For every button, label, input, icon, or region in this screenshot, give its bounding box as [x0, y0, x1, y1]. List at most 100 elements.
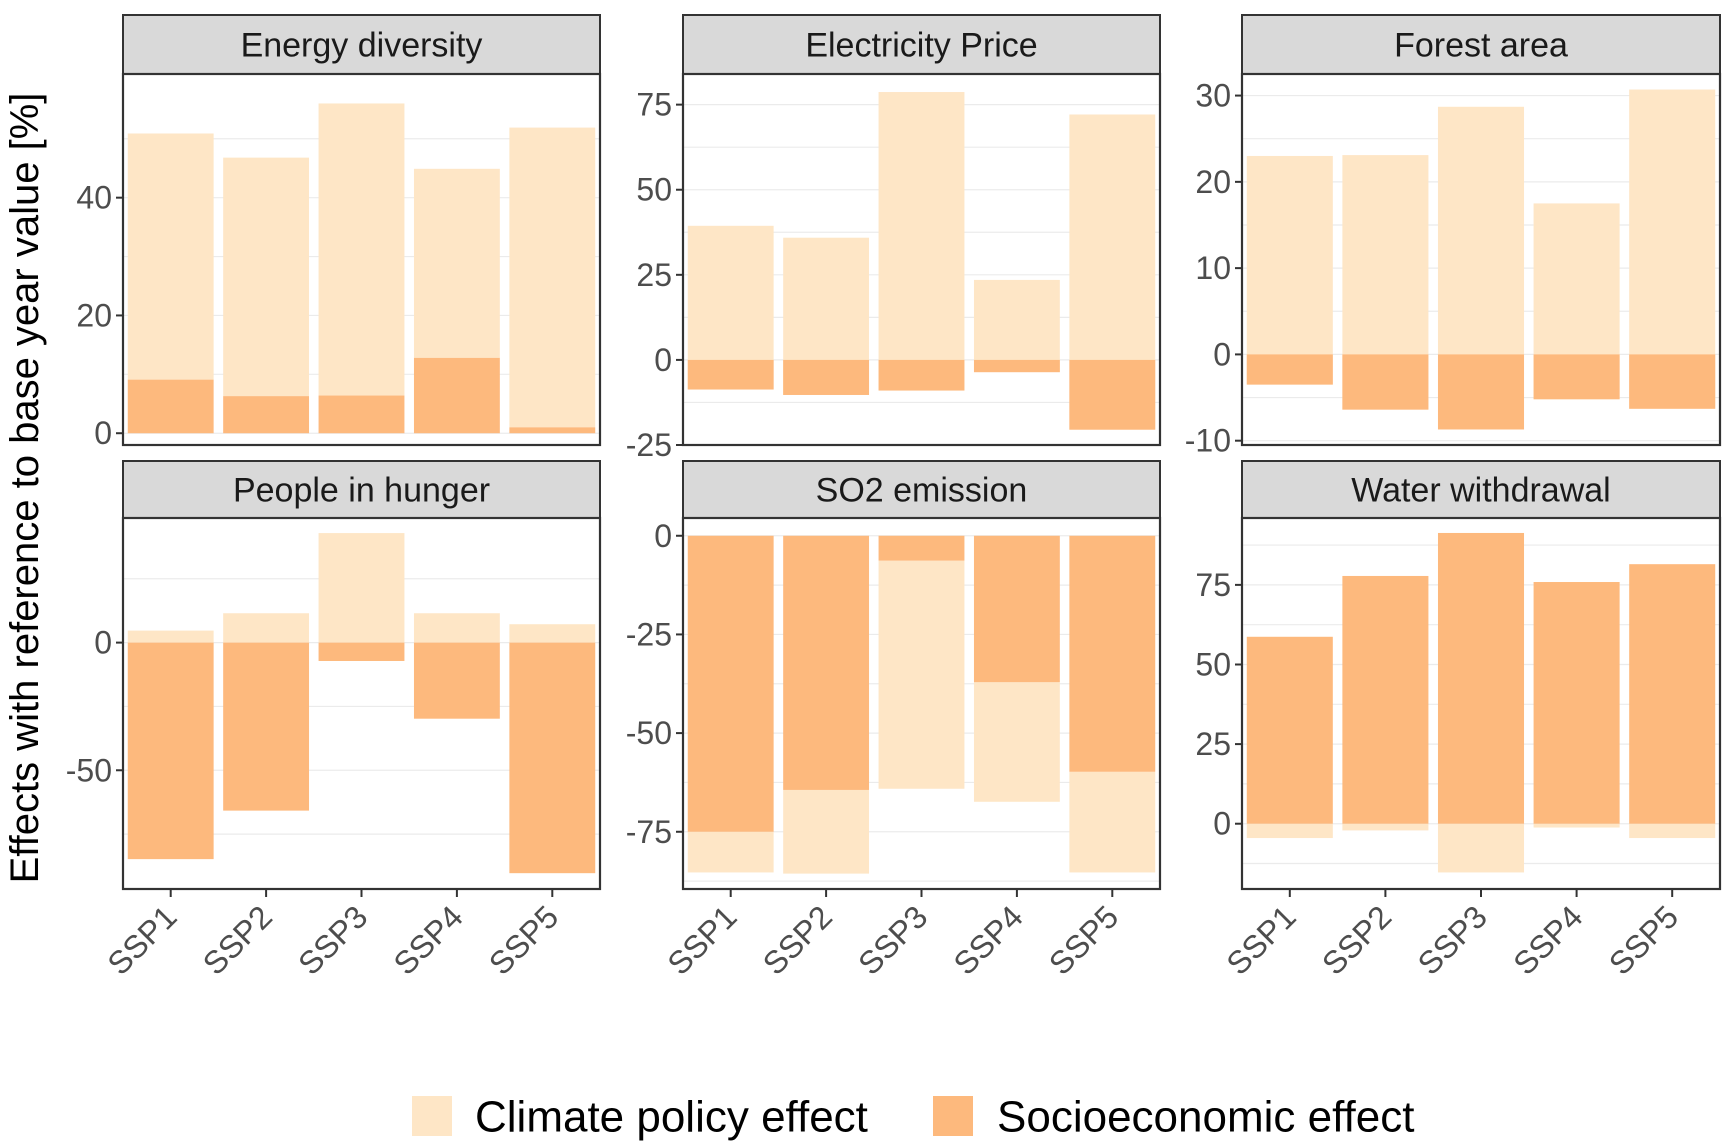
panel-border [681, 516, 1162, 891]
bar-climate-policy-ssp3 [878, 92, 965, 391]
panel-title: People in hunger [233, 472, 490, 510]
y-tick-label: 0 [654, 342, 672, 378]
y-tick-label: 20 [76, 297, 112, 333]
x-tick-label: SSP2 [756, 898, 839, 981]
bar-socioeconomic-ssp4 [1533, 582, 1620, 824]
x-tick-label: SSP1 [100, 898, 183, 981]
y-tick-label: 0 [94, 415, 112, 451]
bar-climate-policy-ssp5 [509, 127, 596, 428]
y-tick-label: -50 [66, 752, 112, 788]
bar-climate-policy-ssp4 [1533, 823, 1620, 828]
bar-climate-policy-ssp3 [1437, 823, 1525, 873]
y-tick-label: 75 [1195, 567, 1231, 603]
x-tick-label: SSP2 [1315, 898, 1398, 981]
x-tick-label: SSP4 [947, 898, 1030, 981]
panel-electricity-price: Electricity Price -25 0 25 50 75 [626, 14, 1162, 463]
panel-energy-diversity: Energy diversity 0 20 40 [76, 14, 602, 451]
bar-climate-policy-ssp4 [413, 168, 500, 358]
panel-border [1240, 72, 1722, 447]
panel-forest-area: Forest area -10 0 10 20 30 [1185, 14, 1722, 459]
bar-climate-policy-ssp1 [127, 630, 214, 643]
bar-climate-policy-ssp5 [509, 624, 596, 643]
x-tick-label: SSP1 [1219, 898, 1302, 981]
bar-socioeconomic-ssp3 [318, 642, 405, 661]
bar-socioeconomic-ssp4 [1533, 354, 1620, 400]
bar-climate-policy-ssp5 [1069, 771, 1156, 873]
panel-title: Electricity Price [805, 27, 1037, 65]
bar-socioeconomic-ssp2 [223, 396, 310, 434]
bar-socioeconomic-ssp1 [687, 535, 774, 832]
bar-climate-policy-ssp2 [223, 613, 310, 643]
panel-title: SO2 emission [816, 472, 1028, 510]
bar-socioeconomic-ssp5 [509, 427, 596, 434]
bar-socioeconomic-ssp3 [1437, 532, 1525, 824]
panel-border [1240, 516, 1722, 891]
y-tick-label: -25 [626, 616, 672, 652]
bar-socioeconomic-ssp5 [1629, 564, 1716, 824]
bar-climate-policy-ssp2 [783, 789, 870, 874]
panel-strip [1241, 14, 1721, 75]
x-tick-label: SSP2 [196, 898, 279, 981]
bar-climate-policy-ssp3 [318, 533, 405, 643]
y-tick-label: 75 [636, 87, 672, 123]
legend: Climate policy effect Socioeconomic effe… [412, 1093, 1414, 1142]
panel-people-in-hunger: People in hunger SSP1 SSP2 SSP3 SSP4 SSP5 -50 0 [66, 460, 602, 982]
bar-climate-policy-ssp1 [1246, 155, 1333, 385]
x-tick-label: SSP5 [1042, 898, 1125, 981]
bar-socioeconomic-ssp3 [878, 535, 965, 561]
bar-socioeconomic-ssp4 [413, 357, 500, 434]
bar-climate-policy-ssp2 [1342, 823, 1429, 831]
bar-socioeconomic-ssp4 [973, 359, 1060, 373]
bar-socioeconomic-ssp2 [783, 359, 870, 395]
y-tick-label: 20 [1195, 164, 1231, 200]
panel-so2-emission: SO2 emission SSP1 SSP2 SSP3 SSP4 SSP5 -75 -50 -2… [626, 460, 1162, 982]
bar-climate-policy-ssp3 [318, 103, 405, 396]
x-tick-label: SSP5 [482, 898, 565, 981]
bar-socioeconomic-ssp1 [687, 359, 774, 390]
bar-climate-policy-ssp4 [973, 279, 1060, 373]
y-tick-label: 30 [1195, 78, 1231, 114]
panel-water-withdrawal: Water withdrawal SSP1 SSP2 SSP3 SSP4 SSP5 0 25 5… [1195, 460, 1722, 982]
bar-socioeconomic-ssp4 [973, 535, 1060, 683]
y-tick-label: -75 [626, 814, 672, 850]
y-tick-label: 50 [1195, 646, 1231, 682]
bar-climate-policy-ssp3 [878, 560, 965, 789]
bar-socioeconomic-ssp5 [1069, 535, 1156, 772]
bar-socioeconomic-ssp5 [1629, 354, 1716, 409]
panel-border [121, 516, 602, 891]
x-tick-label: SSP4 [387, 898, 470, 981]
legend-label-climate-policy: Climate policy effect [475, 1093, 868, 1142]
bar-climate-policy-ssp1 [1246, 823, 1333, 839]
x-tick-label: SSP3 [291, 898, 374, 981]
y-tick-label: 0 [1213, 806, 1231, 842]
bar-socioeconomic-ssp2 [783, 535, 870, 790]
bar-socioeconomic-ssp5 [1069, 359, 1156, 430]
x-tick-label: SSP5 [1602, 898, 1685, 981]
panel-border [681, 72, 1162, 447]
legend-label-socioeconomic: Socioeconomic effect [997, 1093, 1414, 1142]
bar-climate-policy-ssp1 [687, 831, 774, 873]
y-tick-label: -25 [626, 427, 672, 463]
panel-strip [122, 460, 601, 519]
panel-title: Water withdrawal [1351, 472, 1610, 510]
legend-swatch-climate-policy [412, 1096, 452, 1136]
y-tick-label: 10 [1195, 250, 1231, 286]
bar-climate-policy-ssp4 [413, 613, 500, 643]
panel-strip [1241, 460, 1721, 519]
x-tick-label: SSP3 [851, 898, 934, 981]
y-tick-label: 50 [636, 172, 672, 208]
bar-socioeconomic-ssp5 [509, 642, 596, 874]
bar-socioeconomic-ssp1 [1246, 636, 1333, 824]
bar-socioeconomic-ssp2 [223, 642, 310, 811]
panel-border [121, 72, 602, 447]
y-tick-label: 0 [654, 518, 672, 554]
bar-socioeconomic-ssp1 [127, 642, 214, 860]
bar-socioeconomic-ssp3 [878, 359, 965, 391]
bar-socioeconomic-ssp1 [127, 379, 214, 434]
bar-climate-policy-ssp2 [223, 157, 310, 397]
x-tick-label: SSP1 [660, 898, 743, 981]
y-tick-label: 25 [1195, 726, 1231, 762]
bar-socioeconomic-ssp3 [318, 395, 405, 434]
y-tick-label: 0 [1213, 336, 1231, 372]
